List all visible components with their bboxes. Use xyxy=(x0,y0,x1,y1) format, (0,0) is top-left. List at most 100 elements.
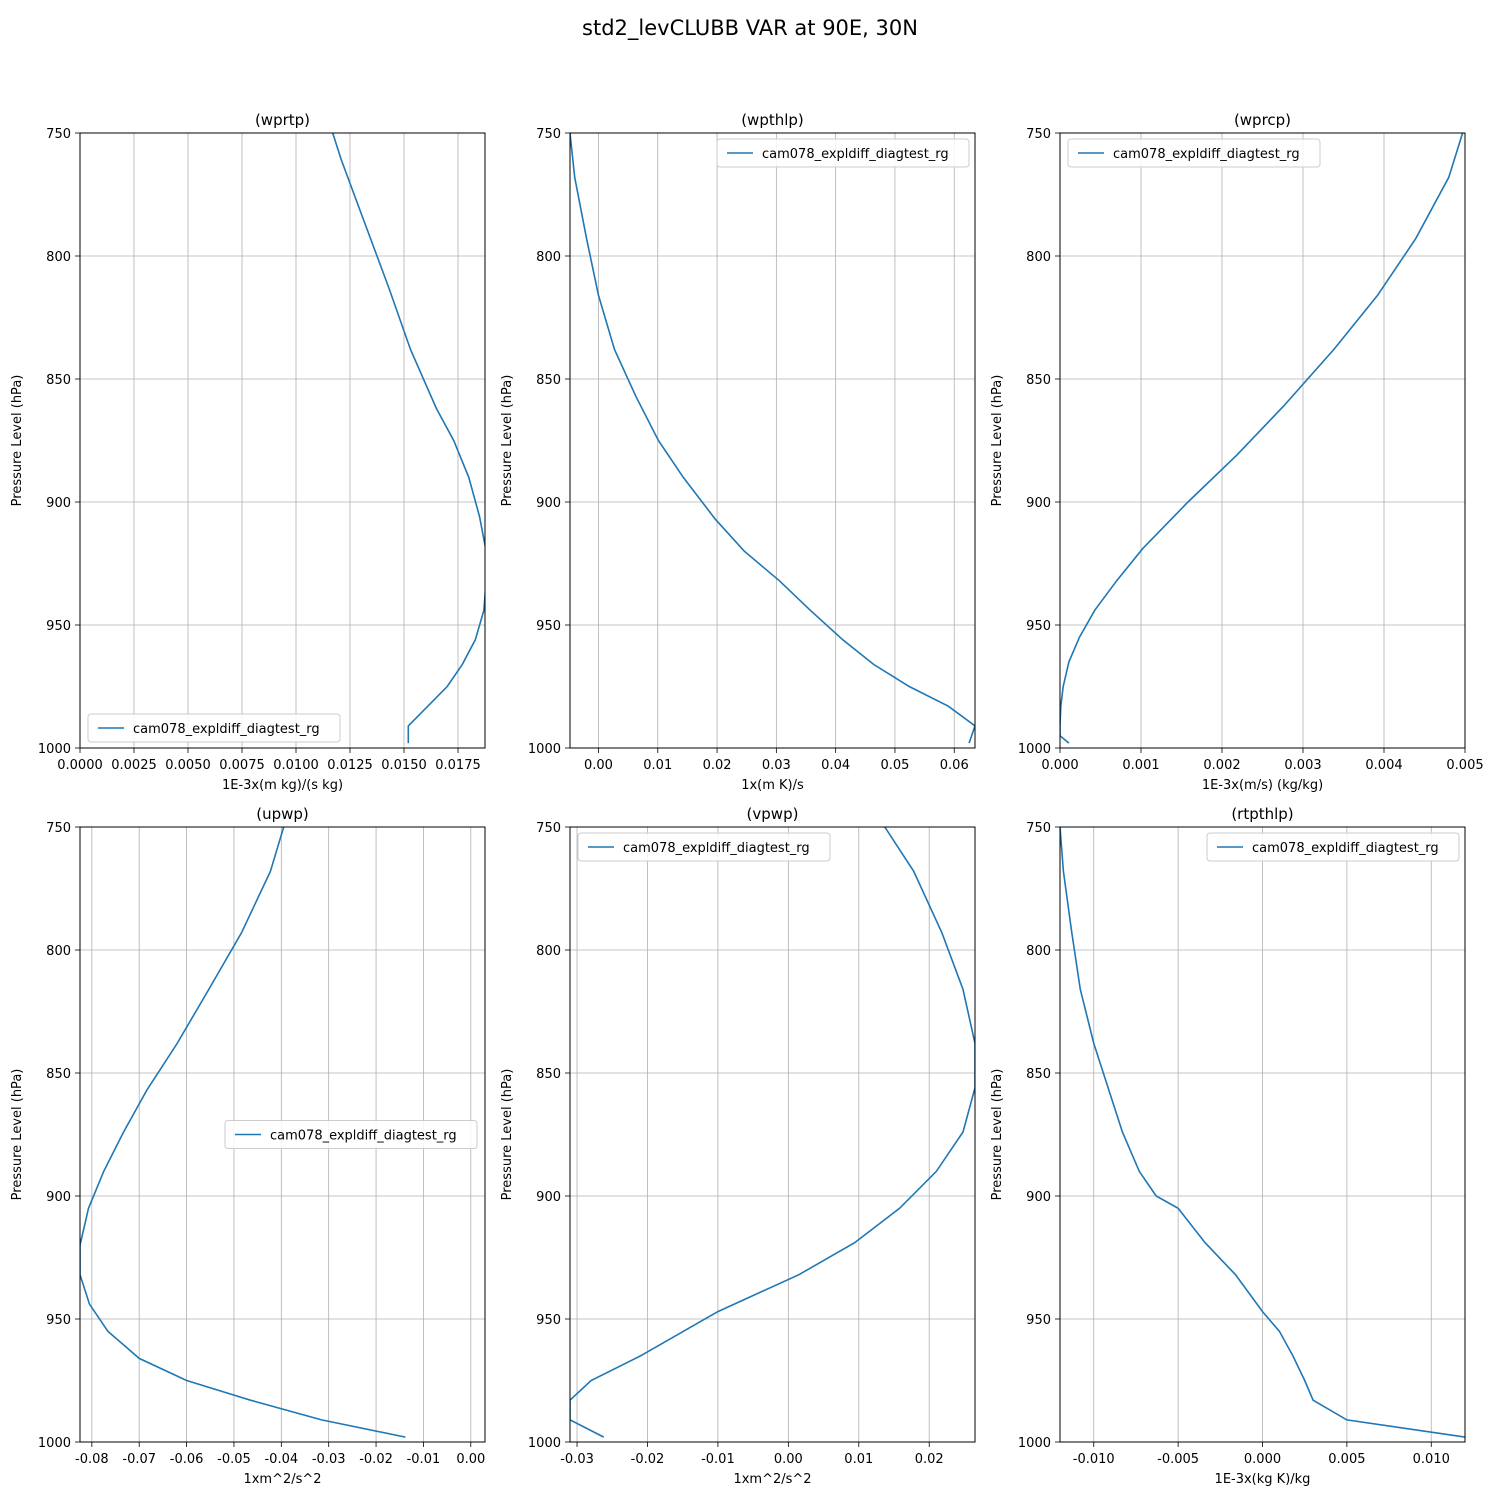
axes-frame xyxy=(79,132,486,749)
x-tick-label: 0.01 xyxy=(643,758,672,773)
axes-frame xyxy=(569,826,976,1443)
y-tick-label: 850 xyxy=(1026,1067,1051,1082)
y-tick-label: 900 xyxy=(46,496,71,511)
legend: cam078_expldiff_diagtest_rg xyxy=(716,138,970,168)
y-tick-label: 750 xyxy=(536,821,561,836)
x-tick-label: 0.02 xyxy=(703,758,732,773)
legend-box xyxy=(716,138,970,168)
y-tick-label: 1000 xyxy=(1018,1436,1051,1451)
y-tick-label: 800 xyxy=(46,944,71,959)
y-tick-label: 750 xyxy=(46,127,71,142)
series-line xyxy=(1060,133,1464,744)
x-tick-label: 0.010 xyxy=(1413,1452,1450,1467)
legend: cam078_expldiff_diagtest_rg xyxy=(224,1120,478,1149)
y-tick-label: 800 xyxy=(1026,250,1051,265)
x-axis-label: 1E-3x(m/s) (kg/kg) xyxy=(1202,778,1323,793)
y-tick-label: 800 xyxy=(46,250,71,265)
y-tick-label: 950 xyxy=(536,619,561,634)
legend-label: cam078_expldiff_diagtest_rg xyxy=(1252,841,1439,856)
y-tick-label: 900 xyxy=(536,496,561,511)
subplot-vpwp: -0.03 -0.02 -0.01 0.00 0.01 0.02 750 800 850 900 9… xyxy=(500,805,976,1487)
legend-box xyxy=(577,832,831,862)
x-tick-label: 0.06 xyxy=(940,758,969,773)
x-tick-label: -0.07 xyxy=(122,1452,156,1467)
x-tick-label: 0.000 xyxy=(1041,758,1078,773)
y-tick-label: 750 xyxy=(1026,127,1051,142)
subplot-wprcp: 0.000 0.001 0.002 0.003 0.004 0.005 750 800 850 9… xyxy=(990,111,1484,793)
y-tick-label: 1000 xyxy=(528,742,561,757)
axes-frame xyxy=(1059,132,1466,749)
subplot-title: (wprtp) xyxy=(255,111,310,129)
y-tick-label: 950 xyxy=(46,619,71,634)
y-axis-label: Pressure Level (hPa) xyxy=(990,1069,1005,1201)
x-tick-label: -0.03 xyxy=(312,1452,346,1467)
x-tick-label: 0.000 xyxy=(1244,1452,1281,1467)
subplot-title: (rtpthlp) xyxy=(1231,805,1293,823)
y-tick-label: 1000 xyxy=(528,1436,561,1451)
x-tick-label: -0.01 xyxy=(407,1452,441,1467)
x-tick-label: -0.02 xyxy=(631,1452,665,1467)
axes-frame xyxy=(569,132,976,749)
x-tick-label: -0.03 xyxy=(560,1452,594,1467)
x-axis-label: 1E-3x(kg K)/kg xyxy=(1215,1472,1311,1487)
x-tick-label: 0.0125 xyxy=(327,758,373,773)
y-axis-label: Pressure Level (hPa) xyxy=(10,1069,25,1201)
legend-box xyxy=(87,713,341,743)
legend: cam078_expldiff_diagtest_rg xyxy=(577,832,831,862)
x-axis-label: 1xm^2/s^2 xyxy=(243,1472,321,1487)
figure-title: std2_levCLUBB VAR at 90E, 30N xyxy=(582,16,918,40)
x-tick-label: 0.04 xyxy=(821,758,850,773)
x-tick-label: 0.00 xyxy=(774,1452,803,1467)
subplot-title: (vpwp) xyxy=(747,805,799,823)
y-axis-label: Pressure Level (hPa) xyxy=(500,1069,515,1201)
axes-frame xyxy=(79,826,486,1443)
y-tick-label: 950 xyxy=(1026,1313,1051,1328)
x-tick-label: 0.00 xyxy=(584,758,613,773)
y-tick-label: 900 xyxy=(536,1190,561,1205)
y-tick-label: 750 xyxy=(536,127,561,142)
x-tick-label: 0.003 xyxy=(1284,758,1321,773)
series-line xyxy=(570,827,975,1438)
y-tick-label: 750 xyxy=(1026,821,1051,836)
y-tick-label: 900 xyxy=(46,1190,71,1205)
x-tick-label: 0.03 xyxy=(762,758,791,773)
y-tick-label: 900 xyxy=(1026,496,1051,511)
subplot-upwp: -0.08 -0.07 -0.06 -0.05 -0.04 -0.03 -0.02 -0.01… xyxy=(10,805,486,1487)
y-tick-label: 1000 xyxy=(1018,742,1051,757)
legend: cam078_expldiff_diagtest_rg xyxy=(1206,832,1460,862)
subplot-title: (wprcp) xyxy=(1234,111,1291,129)
legend-box xyxy=(1067,138,1321,168)
legend-label: cam078_expldiff_diagtest_rg xyxy=(762,147,949,162)
x-tick-label: 0.0100 xyxy=(273,758,319,773)
x-axis-label: 1xm^2/s^2 xyxy=(733,1472,811,1487)
legend-label: cam078_expldiff_diagtest_rg xyxy=(1113,147,1300,162)
legend-box xyxy=(1206,832,1460,862)
y-tick-label: 750 xyxy=(46,821,71,836)
legend-label: cam078_expldiff_diagtest_rg xyxy=(270,1129,457,1144)
subplot-wprtp: 0.0000 0.0025 0.0050 0.0075 0.0100 0.0125 0.01… xyxy=(10,111,486,793)
x-axis-label: 1E-3x(m kg)/(s kg) xyxy=(222,778,343,793)
y-tick-label: 850 xyxy=(1026,373,1051,388)
y-tick-label: 800 xyxy=(536,944,561,959)
x-tick-label: 0.005 xyxy=(1446,758,1483,773)
x-tick-label: 0.01 xyxy=(844,1452,873,1467)
x-tick-label: 0.0000 xyxy=(57,758,103,773)
x-tick-label: 0.00 xyxy=(456,1452,485,1467)
y-axis-label: Pressure Level (hPa) xyxy=(990,375,1005,507)
y-tick-label: 800 xyxy=(536,250,561,265)
y-tick-label: 850 xyxy=(536,373,561,388)
x-tick-label: 0.02 xyxy=(915,1452,944,1467)
x-tick-label: -0.01 xyxy=(701,1452,735,1467)
x-tick-label: 0.002 xyxy=(1203,758,1240,773)
y-tick-label: 1000 xyxy=(38,1436,71,1451)
x-axis-label: 1x(m K)/s xyxy=(741,778,804,793)
x-tick-label: 0.004 xyxy=(1365,758,1402,773)
legend: cam078_expldiff_diagtest_rg xyxy=(1067,138,1321,168)
y-axis-label: Pressure Level (hPa) xyxy=(10,375,25,507)
series-line xyxy=(331,133,485,744)
x-tick-label: -0.06 xyxy=(170,1452,204,1467)
y-tick-label: 900 xyxy=(1026,1190,1051,1205)
subplot-title: (upwp) xyxy=(256,805,309,823)
series-line xyxy=(1060,827,1465,1438)
